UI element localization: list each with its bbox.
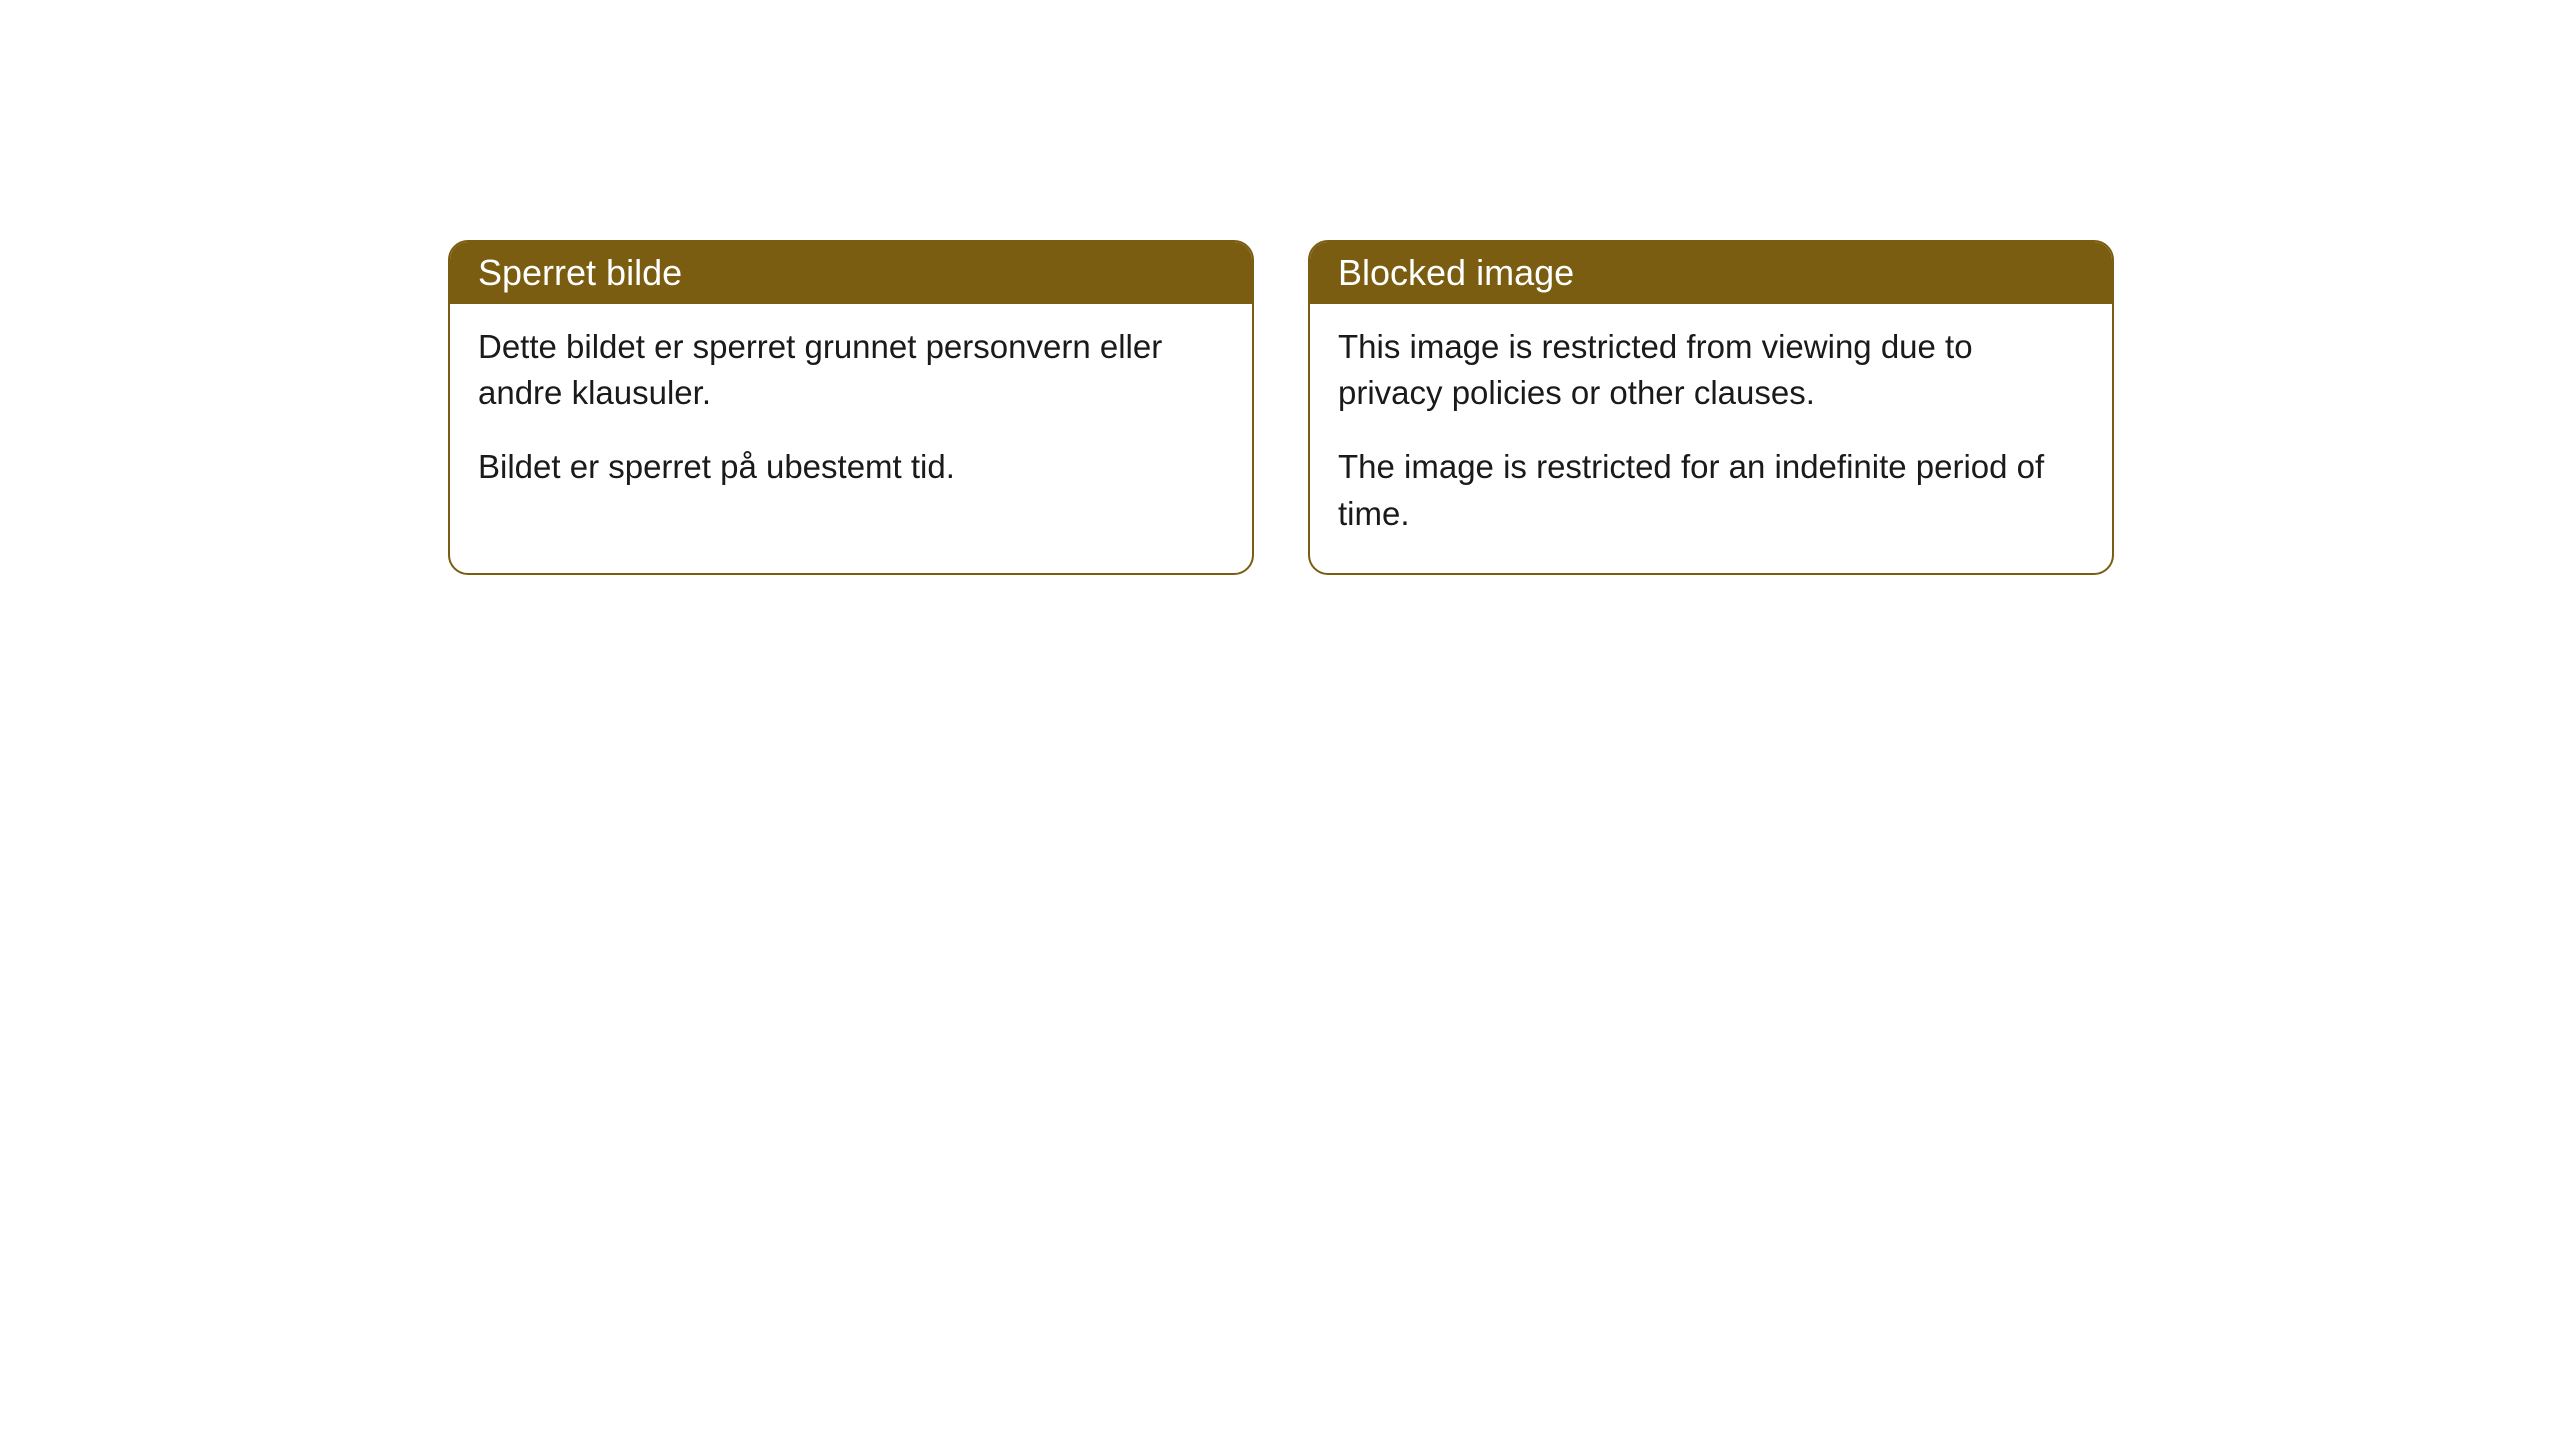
- card-body: This image is restricted from viewing du…: [1310, 304, 2112, 573]
- card-header: Sperret bilde: [450, 242, 1252, 304]
- card-paragraph: Dette bildet er sperret grunnet personve…: [478, 324, 1224, 416]
- card-paragraph: Bildet er sperret på ubestemt tid.: [478, 444, 1224, 490]
- card-header: Blocked image: [1310, 242, 2112, 304]
- card-title: Blocked image: [1338, 252, 1574, 293]
- card-title: Sperret bilde: [478, 252, 682, 293]
- notice-card-english: Blocked image This image is restricted f…: [1308, 240, 2114, 575]
- card-paragraph: The image is restricted for an indefinit…: [1338, 444, 2084, 536]
- card-body: Dette bildet er sperret grunnet personve…: [450, 304, 1252, 527]
- notice-card-norwegian: Sperret bilde Dette bildet er sperret gr…: [448, 240, 1254, 575]
- card-paragraph: This image is restricted from viewing du…: [1338, 324, 2084, 416]
- notice-cards-container: Sperret bilde Dette bildet er sperret gr…: [0, 0, 2560, 575]
